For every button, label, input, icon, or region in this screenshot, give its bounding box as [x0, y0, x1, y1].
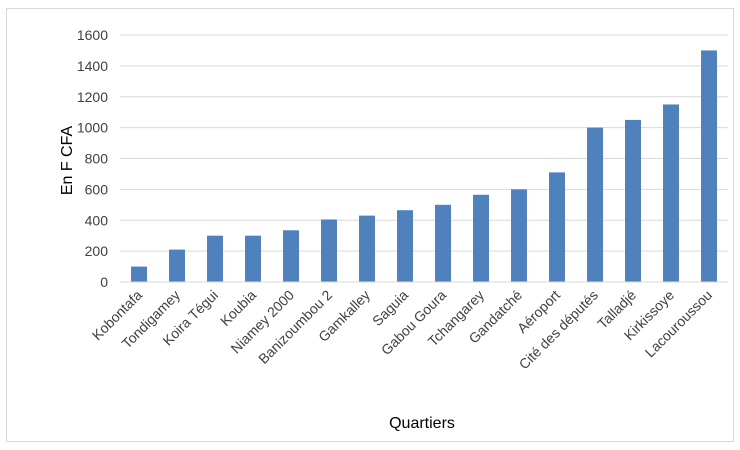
y-tick-label: 1400 — [77, 58, 108, 74]
y-tick-label: 1200 — [77, 89, 108, 105]
bar — [169, 249, 185, 282]
bar — [207, 235, 223, 282]
y-tick-label: 0 — [100, 274, 108, 290]
y-tick-label: 200 — [85, 243, 109, 259]
bar — [397, 210, 413, 282]
bar — [701, 50, 717, 282]
bar — [245, 235, 261, 282]
bar — [131, 266, 147, 282]
bar — [321, 219, 337, 282]
bar — [359, 215, 375, 282]
bar — [549, 172, 565, 282]
y-tick-label: 600 — [85, 181, 109, 197]
bar — [625, 119, 641, 282]
y-tick-label: 1000 — [77, 120, 108, 136]
y-tick-labels: 0 200 400 600 800 1000 1200 1400 1600 — [77, 27, 108, 290]
y-tick-label: 1600 — [77, 27, 108, 43]
bar — [283, 230, 299, 282]
bar — [511, 189, 527, 282]
bar — [587, 127, 603, 282]
y-tick-label: 400 — [85, 212, 109, 228]
bar — [663, 104, 679, 282]
y-axis-label: En F CFA — [59, 126, 76, 196]
bar — [473, 194, 489, 282]
bars — [131, 50, 717, 282]
x-axis-label: Quartiers — [389, 415, 455, 432]
bar — [435, 204, 451, 282]
y-tick-label: 800 — [85, 151, 109, 167]
x-tick-label: Lacouroussou — [642, 287, 716, 361]
